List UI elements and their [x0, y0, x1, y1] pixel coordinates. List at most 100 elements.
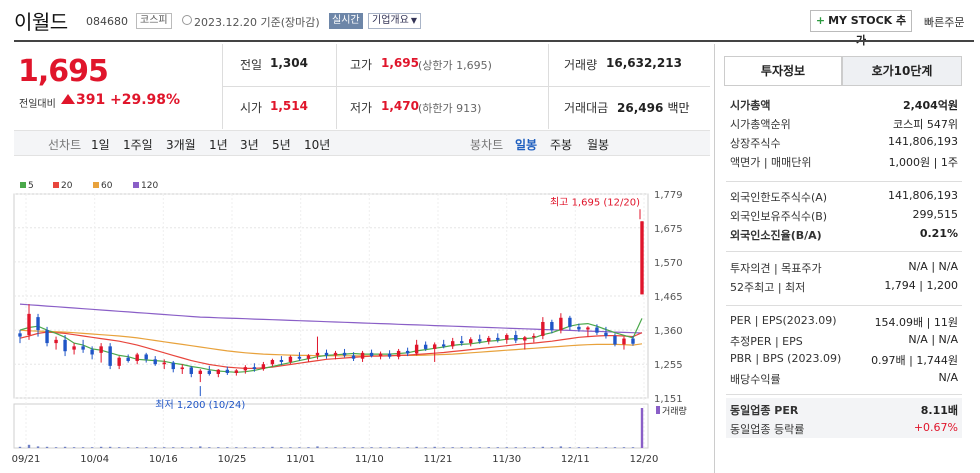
volume-bar — [514, 447, 517, 448]
plus-icon: + — [815, 14, 826, 27]
candle-body — [63, 339, 67, 352]
current-price: 1,695 — [18, 54, 109, 89]
section-divider — [726, 181, 962, 182]
volume-bar — [604, 447, 608, 448]
info-row-value: 1,794 | 1,200 — [884, 279, 958, 292]
high-label: 고가 — [350, 58, 373, 72]
corp-info-dropdown[interactable]: 기업개요 ▼ — [368, 13, 421, 29]
volume-bar — [108, 446, 112, 448]
info-row-label: 52주최고 | 최저 — [730, 281, 806, 294]
period-3m[interactable]: 3개월 — [166, 138, 196, 152]
candle-body — [496, 337, 500, 340]
date-label: 2023.12.20 기준(장마감) — [194, 16, 320, 29]
volume-value: 16,632,213 — [606, 56, 682, 70]
x-tick-label: 10/04 — [80, 454, 109, 465]
info-row-label: 동일업종 등락률 — [730, 423, 805, 436]
candle-body — [234, 370, 239, 373]
section-divider — [726, 394, 962, 395]
volume-bar — [478, 447, 481, 448]
y-tick-label: 1,151 — [654, 394, 683, 405]
volume-bar — [172, 447, 175, 448]
period-5y[interactable]: 5년 — [272, 138, 291, 152]
candle-body — [478, 339, 482, 342]
period-3y[interactable]: 3년 — [240, 138, 259, 152]
volume-bar — [126, 447, 130, 448]
volume-legend-swatch — [656, 406, 660, 414]
candle-body — [640, 221, 644, 295]
candle-body — [99, 346, 103, 353]
candle-monthly[interactable]: 월봉 — [587, 138, 610, 152]
legend-label: 5 — [28, 181, 34, 191]
my-stock-label: MY STOCK 추가 — [828, 14, 907, 47]
candle-weekly[interactable]: 주봉 — [550, 138, 573, 152]
volume-bar — [45, 446, 49, 448]
volume-bar — [72, 447, 76, 448]
candle-body — [432, 344, 437, 349]
candle-body — [423, 344, 428, 349]
candle-body — [441, 344, 446, 347]
stock-name: 이월드 — [14, 10, 68, 34]
info-row-label: 시가총액순위 — [730, 118, 791, 131]
candle-body — [387, 353, 392, 357]
quick-order-link[interactable]: 빠른주문 — [924, 16, 965, 29]
candle-body — [180, 367, 184, 370]
volume-bar — [451, 447, 454, 448]
up-arrow-icon — [61, 94, 75, 104]
info-row-label: 외국인소진율(B/A) — [730, 229, 822, 242]
candle-body — [306, 355, 311, 359]
volume-bar — [334, 447, 337, 448]
tab-quote-10[interactable]: 호가10단계 — [842, 56, 962, 86]
volume-label: 거래량 — [662, 405, 687, 417]
low-annotation: 최저 1,200 (10/24) — [155, 399, 245, 411]
volume-bar — [36, 446, 40, 448]
info-row-value: 141,806,193 — [888, 135, 958, 148]
info-row: 시가총액순위 코스피 547위 — [730, 116, 958, 132]
volume-bar — [559, 446, 563, 448]
period-1d[interactable]: 1일 — [91, 138, 110, 152]
candle-daily[interactable]: 일봉 — [515, 138, 538, 152]
realtime-button[interactable]: 실시간 — [329, 13, 363, 29]
tab-invest-info[interactable]: 투자정보 — [724, 56, 842, 86]
my-stock-add-button[interactable]: + MY STOCK 추가 — [810, 10, 912, 47]
candle-body — [198, 370, 202, 374]
volume-bar — [577, 447, 581, 448]
market-badge: 코스피 — [136, 13, 172, 29]
candle-body — [324, 352, 329, 356]
period-1w[interactable]: 1주일 — [123, 138, 153, 152]
candle-body — [469, 339, 473, 344]
high-value: 1,695 — [381, 56, 419, 70]
tab-divider — [724, 85, 962, 86]
price-chart[interactable]: 1,779 1,675 1,570 1,465 1,360 1,255 1,151 09/21… — [0, 160, 712, 473]
y-tick-label: 1,255 — [654, 360, 683, 371]
volume-bar — [63, 446, 67, 448]
y-tick-label: 1,465 — [654, 292, 683, 303]
clock-icon — [182, 15, 192, 25]
info-row-label: 시가총액 — [730, 99, 771, 112]
volume-bar — [460, 447, 463, 448]
x-tick-label: 11/30 — [492, 454, 521, 465]
candle-body — [360, 352, 365, 359]
price-change: 391 — [76, 92, 106, 108]
info-row-value: N/A | N/A — [908, 260, 958, 273]
low-value: 1,470 — [381, 99, 419, 113]
info-row: 외국인소진율(B/A) 0.21% — [730, 227, 958, 243]
volume-bar — [523, 447, 527, 448]
candle-body — [351, 355, 356, 359]
candle-body — [568, 317, 572, 327]
candle-body — [189, 367, 193, 374]
x-tick-label: 11/10 — [355, 454, 384, 465]
period-1y[interactable]: 1년 — [209, 138, 228, 152]
section-divider — [726, 305, 962, 306]
candle-body — [117, 357, 121, 366]
volume-bar — [226, 447, 229, 448]
candle-body — [135, 354, 139, 361]
volume-bar — [622, 447, 626, 448]
volume-bar — [469, 447, 472, 448]
period-10y[interactable]: 10년 — [304, 138, 331, 152]
candle-body — [27, 313, 31, 335]
info-row: 외국인보유주식수(B) 299,515 — [730, 208, 958, 224]
volume-bar — [550, 447, 554, 448]
volume-bar — [568, 447, 572, 448]
legend-swatch — [20, 182, 26, 188]
candle-body — [36, 317, 40, 331]
